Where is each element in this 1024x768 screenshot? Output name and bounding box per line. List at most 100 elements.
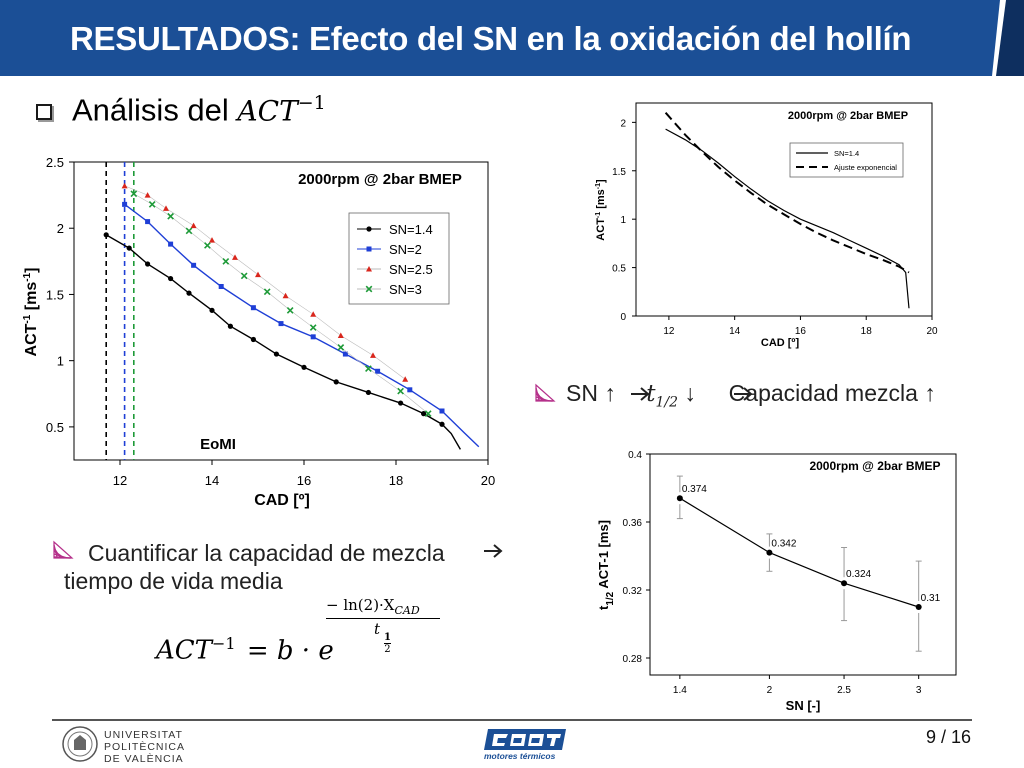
right-arrow-icon <box>631 387 650 401</box>
chart1-legend-label: SN=1.4 <box>389 222 433 237</box>
chart1-data-point <box>337 332 344 339</box>
chart1-data-point <box>126 245 132 251</box>
chart1-x-tick-label: 20 <box>481 473 495 488</box>
section-heading-label: Análisis del <box>72 92 238 128</box>
footer-divider <box>52 719 972 721</box>
chart1-data-point <box>121 182 128 189</box>
chart2-legend-label: SN=1.4 <box>834 149 859 158</box>
chart1-data-point <box>365 389 371 396</box>
sn-bullet-text: SN ↑ t1/2 ↓ Capacidad mezcla ↑ <box>566 380 936 411</box>
chart1-data-point <box>273 351 279 357</box>
chart1-x-tick-label: 12 <box>113 473 127 488</box>
chart1-data-point <box>209 237 215 243</box>
chart1-data-point <box>145 261 151 267</box>
chart1-legend-marker <box>366 266 372 272</box>
cmt-logo <box>484 729 566 750</box>
chart1-data-point <box>439 421 445 427</box>
sn-bullet-mid: ↓ <box>678 380 703 406</box>
chart1-series-line <box>124 185 406 380</box>
formula-exp-den-sub: 1 2 <box>384 632 391 655</box>
chart1-y-tick-label: 1.5 <box>46 287 64 302</box>
chart1-data-point <box>365 365 372 372</box>
chart3-xlabel: SN [-] <box>786 698 821 713</box>
chart1-data-point <box>424 410 432 418</box>
chart1-data-point <box>240 272 248 280</box>
formula-rhs: = b · e <box>246 635 334 666</box>
page-title: RESULTADOS: Efecto del SN en la oxidació… <box>70 20 912 57</box>
formula-lhs: ACT <box>156 635 213 666</box>
chart1-data-point <box>209 307 215 313</box>
header-background <box>0 0 1024 76</box>
chart1-legend: SN=1.4 SN=2 SN=2.5 SN=3 <box>348 212 450 305</box>
chart1-data-point <box>407 387 413 393</box>
chart3-x-tick-label: 2.5 <box>837 685 851 696</box>
chart3-ylabel: t1/2 ACT-1 [ms] <box>596 520 616 610</box>
chart1-data-point <box>185 227 193 235</box>
formula: ACT−1 = b · e <box>156 634 334 666</box>
chart3-frame <box>649 453 957 676</box>
chart1-data-point <box>278 321 284 327</box>
striped-triangle-bullet-icon <box>535 383 556 402</box>
chart1-data-point <box>286 306 294 314</box>
chart1-data-point <box>204 242 211 249</box>
quantify-line1: Cuantificar la capacidad de mezcla <box>88 540 445 566</box>
chart-act-fit: 12 14 16 18 2000.511.52 2000rpm @ 2bar BMEP … <box>595 102 938 349</box>
chart1-legend-label: SN=3 <box>389 282 422 297</box>
chart1-data-point <box>191 262 197 268</box>
chart1-data-point <box>148 201 156 208</box>
chart1-frame <box>73 161 489 461</box>
chart2-x-tick-label: 20 <box>926 326 938 337</box>
chart2-x-tick-label: 16 <box>795 326 807 337</box>
chart1-data-point <box>250 336 256 343</box>
chart3-data-point <box>841 580 848 587</box>
chart1-data-point <box>375 368 381 374</box>
chart1-data-point <box>333 379 339 385</box>
chart3-y-tick-label: 0.36 <box>623 518 643 529</box>
header-banner: RESULTADOS: Efecto del SN en la oxidació… <box>0 0 1024 76</box>
chart2-annotation: 2000rpm @ 2bar BMEP <box>788 110 908 122</box>
chart1-y-tick-label: 0.5 <box>46 420 64 435</box>
chart2-x-tick-label: 12 <box>663 326 675 337</box>
chart3-x-tick-label: 3 <box>916 685 922 696</box>
quantify-line2: tiempo de vida media <box>64 568 283 594</box>
section-heading-math: ACT <box>237 94 298 128</box>
chart3-data-label: 0.324 <box>846 569 871 580</box>
formula-lhs-exp: −1 <box>212 634 236 653</box>
chart2-xlabel: CAD [º] <box>761 337 800 349</box>
formula-exp-numerator: − ln(2)·XCAD <box>326 596 420 617</box>
chart2-series-line <box>665 128 910 309</box>
chart2-y-tick-label: 1.5 <box>612 167 626 178</box>
striped-triangle-bullet-icon <box>53 540 74 559</box>
chart1-ylabel: ACT-1 [ms-1] <box>22 268 40 357</box>
chart3-data-point <box>676 495 683 502</box>
chart1-y-tick-label: 2 <box>57 221 64 236</box>
chart1-data-point <box>122 201 128 207</box>
chart1-data-point <box>168 275 174 282</box>
chart1-legend-marker <box>365 285 373 293</box>
chart1-data-point <box>190 222 197 229</box>
chart2-y-tick-label: 0 <box>620 312 626 323</box>
chart-t-half-vs-sn: 1.4 2 2.5 3 0.28 0.32 0.36 0.4 0.374 0.342 0.324 0… <box>596 450 957 713</box>
chart1-data-point <box>402 376 409 382</box>
chart3-series-line <box>679 497 919 608</box>
chart1-x-tick-label: 18 <box>389 473 403 488</box>
chart1-data-point <box>398 400 404 406</box>
chart3-data-label: 0.374 <box>682 484 707 495</box>
chart1-data-point <box>218 283 224 289</box>
chart1-data-point <box>103 232 109 238</box>
section-heading: Análisis del ACT−1 <box>72 92 326 128</box>
chart3-annotation: 2000rpm @ 2bar BMEP <box>809 459 940 473</box>
right-arrow-icon <box>484 544 503 558</box>
chart3-x-tick-label: 2 <box>767 685 773 696</box>
chart1-data-point <box>186 290 192 296</box>
chart1-y-tick-label: 1 <box>57 354 64 369</box>
chart2-legend-label: Ajuste exponencial <box>834 163 897 172</box>
chart2-y-tick-label: 0.5 <box>612 264 626 275</box>
chart1-data-point <box>163 205 169 211</box>
t-half-symbol: t <box>646 381 656 407</box>
chart2-y-tick-label: 2 <box>620 118 626 129</box>
chart1-data-point <box>232 254 238 260</box>
sn-bullet-prefix: SN ↑ <box>566 380 623 406</box>
chart1-data-point <box>255 271 261 278</box>
chart3-data-label: 0.31 <box>921 593 941 604</box>
